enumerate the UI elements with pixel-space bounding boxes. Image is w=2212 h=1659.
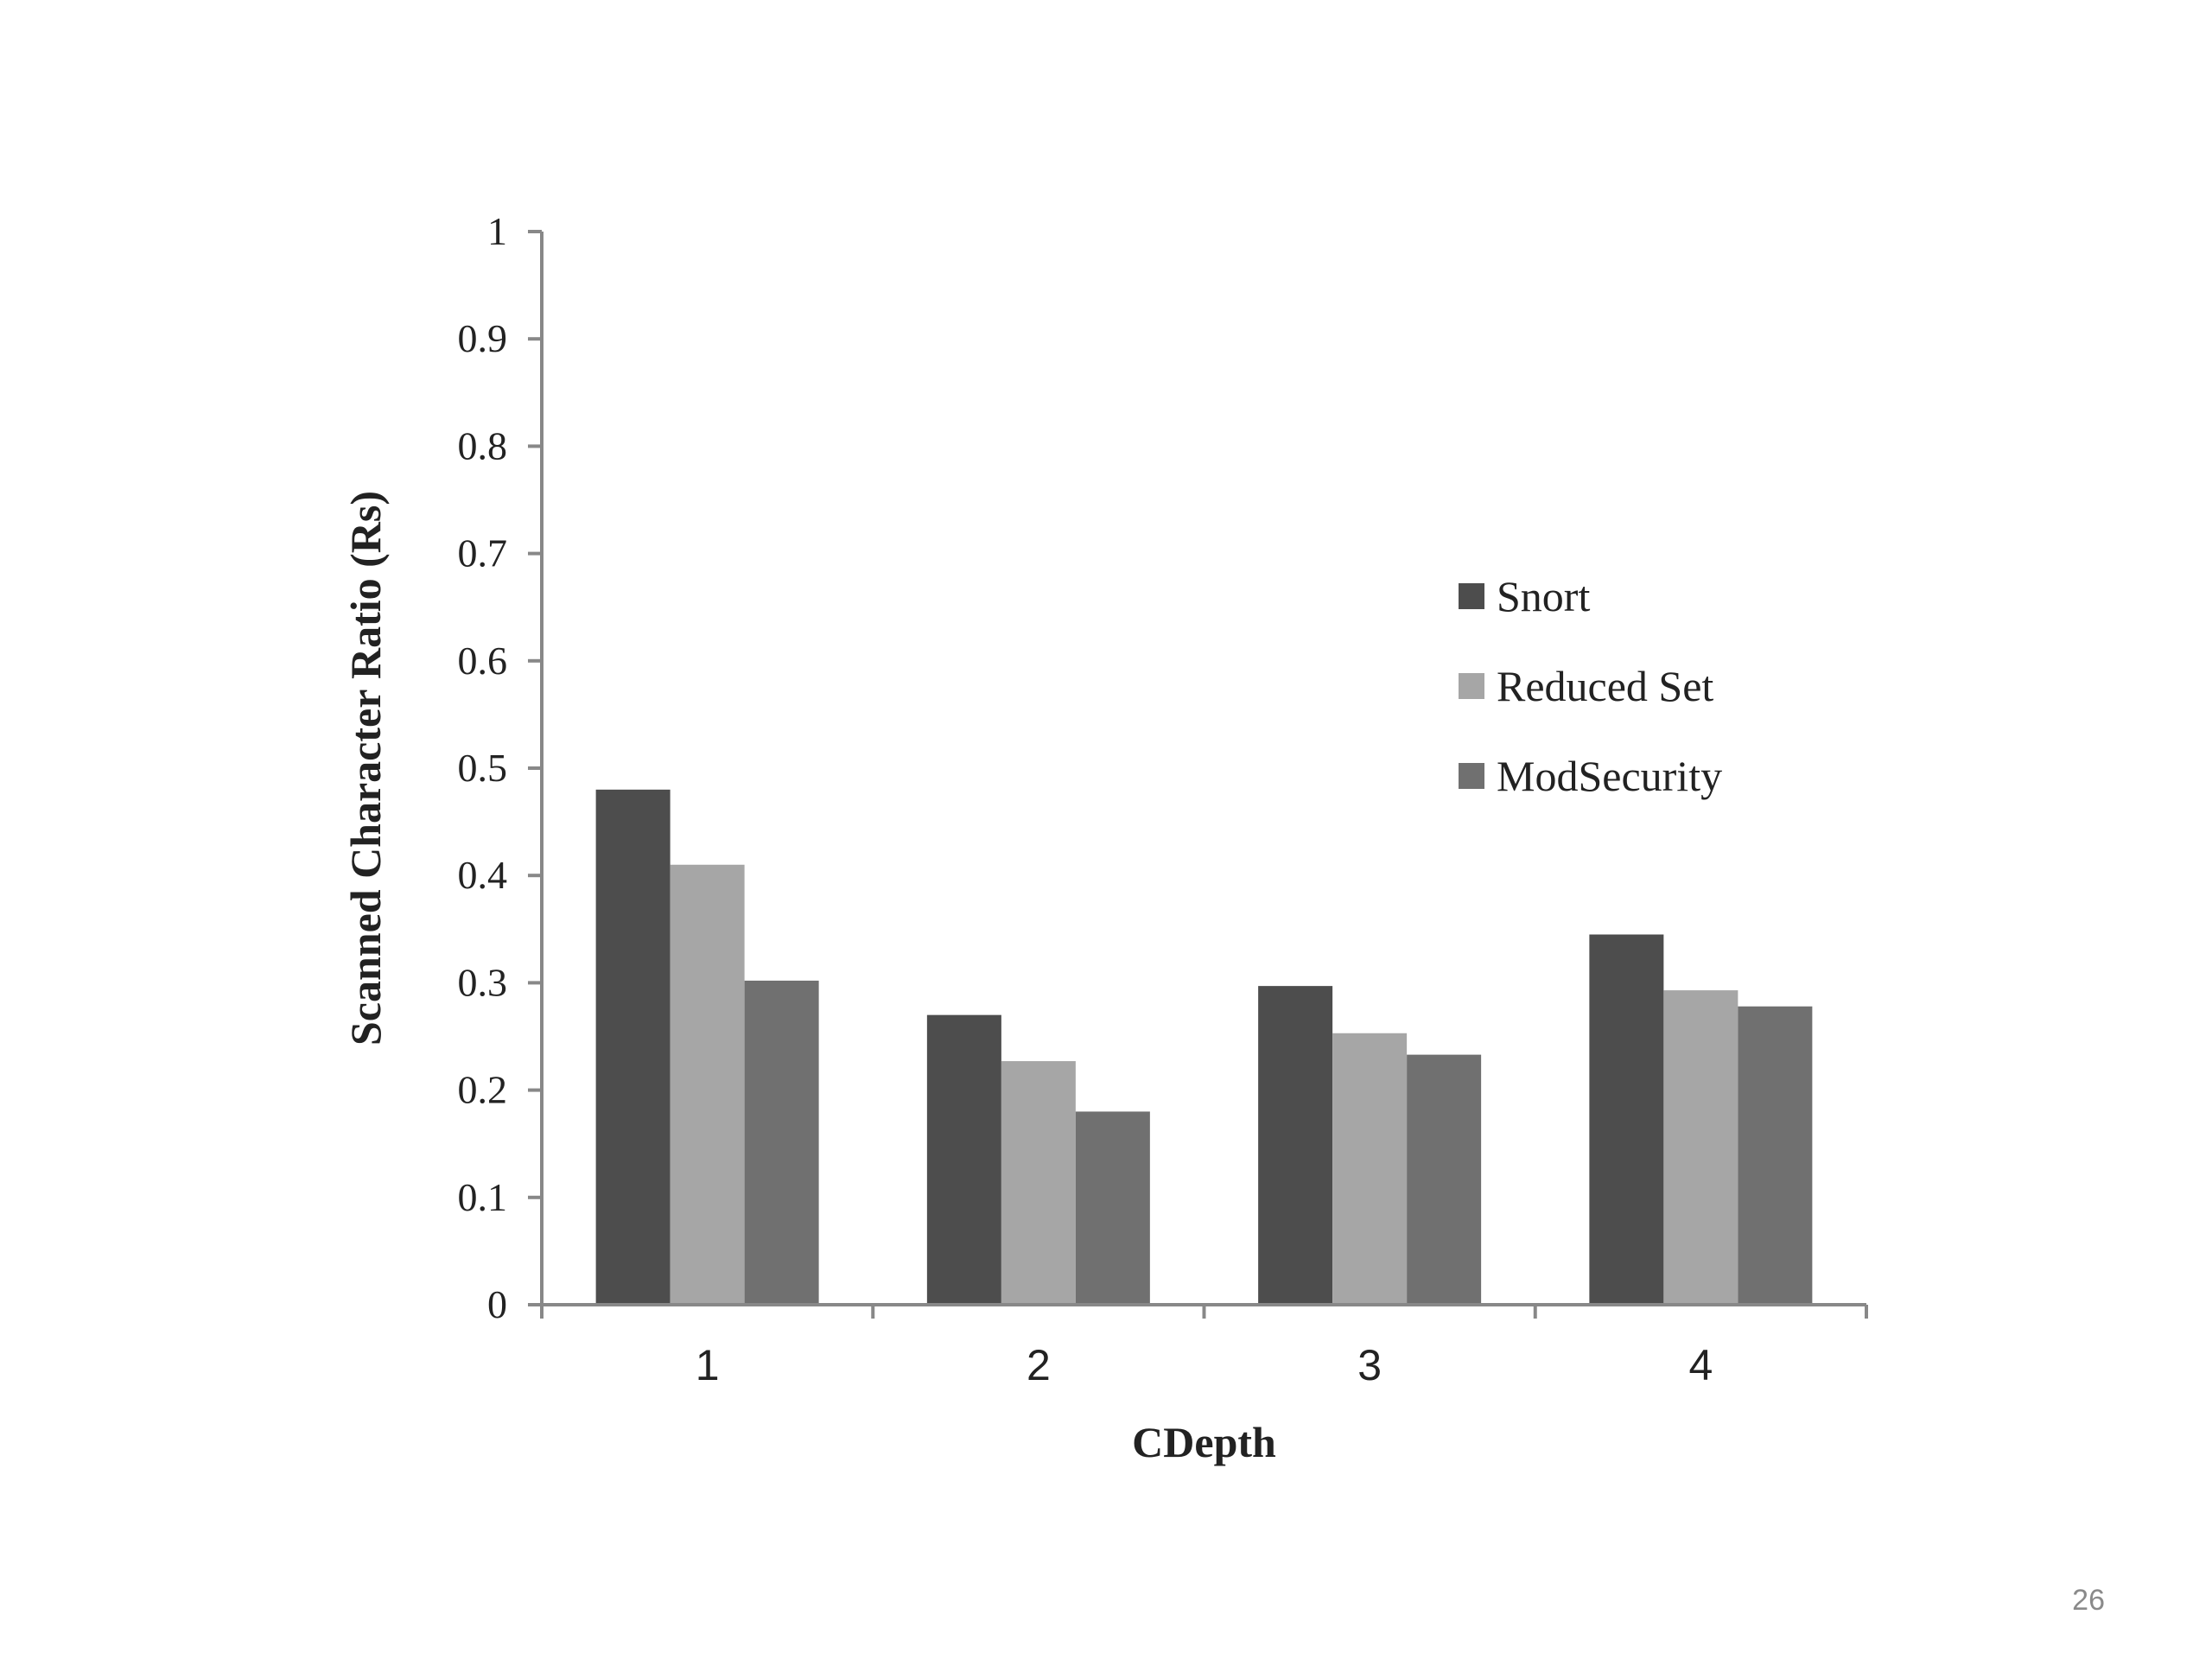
- legend-label: Snort: [1497, 572, 1590, 620]
- bar-snort-1: [595, 789, 671, 1305]
- legend-label: Reduced Set: [1497, 662, 1713, 710]
- y-tick-label: 0.6: [458, 639, 508, 683]
- y-tick-label: 0.5: [458, 746, 508, 790]
- bar-modsecurity-3: [1407, 1054, 1482, 1305]
- y-tick-label: 0.8: [458, 423, 508, 467]
- x-tick-label: 3: [1357, 1341, 1382, 1389]
- y-tick-label: 0.9: [458, 316, 508, 360]
- y-tick-label: 0.7: [458, 531, 508, 575]
- bar-modsecurity-4: [1738, 1006, 1813, 1305]
- legend: Snort Reduced Set ModSecurity: [1459, 572, 1722, 800]
- y-ticks-group: 0 0.1 0.2 0.3 0.4 0.5 0.6 0.7 0.8 0.9 1: [458, 209, 542, 1326]
- y-tick-label: 0.3: [458, 960, 508, 1004]
- bar-reduced-set-3: [1332, 1033, 1408, 1305]
- bar-reduced-set-2: [1001, 1061, 1076, 1305]
- legend-swatch: [1459, 763, 1484, 789]
- x-tick-label: 2: [1027, 1341, 1051, 1389]
- y-tick-label: 0: [487, 1282, 507, 1326]
- x-ticks-group: 1 2 3 4: [540, 1305, 1868, 1389]
- x-tick-label: 4: [1688, 1341, 1713, 1389]
- bar-modsecurity-1: [744, 980, 819, 1305]
- page-number: 26: [2072, 1584, 2105, 1617]
- legend-swatch: [1459, 583, 1484, 609]
- bar-snort-2: [926, 1014, 1001, 1305]
- bar-reduced-set-1: [670, 864, 745, 1305]
- legend-label: ModSecurity: [1497, 752, 1722, 800]
- legend-swatch: [1459, 673, 1484, 699]
- y-tick-label: 0.4: [458, 853, 508, 897]
- bars-group: [595, 789, 1813, 1305]
- y-tick-label: 1: [487, 209, 507, 253]
- bar-snort-4: [1589, 934, 1664, 1305]
- y-tick-label: 0.1: [458, 1175, 508, 1219]
- bar-snort-3: [1258, 986, 1333, 1305]
- y-tick-label: 0.2: [458, 1068, 508, 1112]
- x-tick-label: 1: [696, 1341, 720, 1389]
- bar-modsecurity-2: [1075, 1111, 1150, 1305]
- bar-reduced-set-4: [1663, 990, 1738, 1305]
- x-axis-title: CDepth: [1132, 1418, 1276, 1466]
- y-axis-title: Scanned Character Ratio (Rs): [341, 491, 390, 1046]
